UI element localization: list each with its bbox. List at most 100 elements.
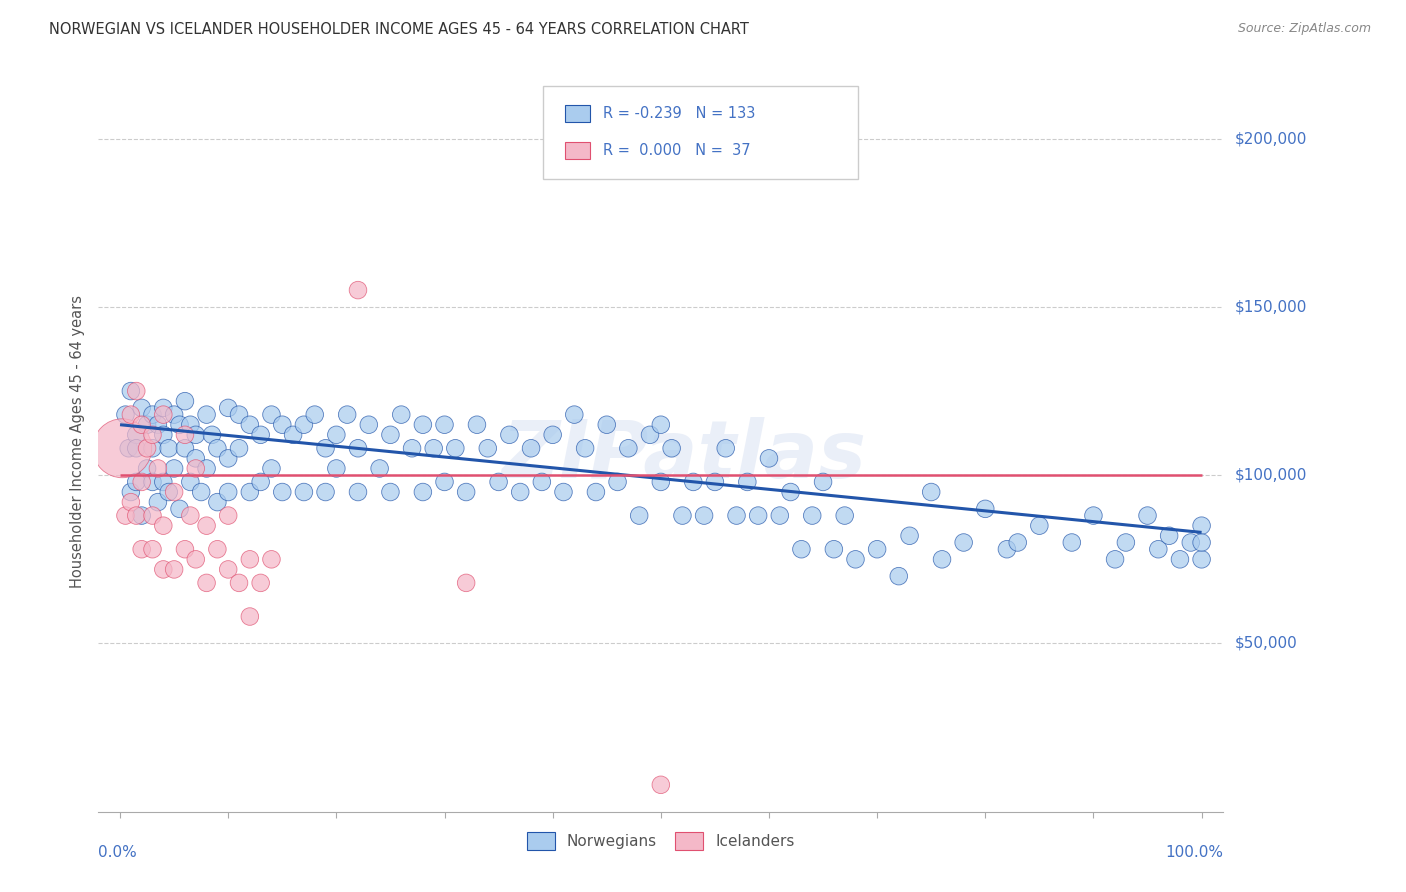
Text: 0.0%: 0.0% xyxy=(98,845,138,860)
Point xyxy=(574,442,596,456)
Point xyxy=(152,427,174,442)
Point xyxy=(228,575,250,590)
Point xyxy=(184,552,207,566)
Point xyxy=(747,508,769,523)
Point xyxy=(811,475,834,489)
Point xyxy=(239,609,262,624)
Point xyxy=(228,408,250,422)
Point xyxy=(650,778,672,792)
Point xyxy=(152,401,174,415)
Point xyxy=(456,575,478,590)
Point xyxy=(141,475,163,489)
Point xyxy=(412,485,434,500)
Point xyxy=(184,427,207,442)
Point xyxy=(456,485,478,500)
Point xyxy=(157,442,180,456)
Point xyxy=(693,508,716,523)
Point xyxy=(661,442,683,456)
Point xyxy=(118,442,141,456)
Point xyxy=(120,384,142,398)
Point xyxy=(477,442,499,456)
Point xyxy=(228,442,250,456)
Point xyxy=(401,442,423,456)
Point xyxy=(260,552,283,566)
Point xyxy=(703,475,725,489)
Point xyxy=(179,475,201,489)
Point xyxy=(1083,508,1105,523)
Text: R =  0.000   N =  37: R = 0.000 N = 37 xyxy=(603,143,751,158)
Point xyxy=(1191,552,1213,566)
Point xyxy=(380,427,402,442)
Point xyxy=(169,417,191,432)
Point xyxy=(834,508,856,523)
Point xyxy=(336,408,359,422)
Point xyxy=(638,427,661,442)
Point xyxy=(195,408,218,422)
Point xyxy=(1159,529,1181,543)
Point xyxy=(509,485,531,500)
Point xyxy=(169,501,191,516)
Text: R = -0.239   N = 133: R = -0.239 N = 133 xyxy=(603,106,756,121)
Point xyxy=(141,427,163,442)
Point xyxy=(190,485,212,500)
Point xyxy=(541,427,564,442)
Point xyxy=(520,442,543,456)
Text: 100.0%: 100.0% xyxy=(1166,845,1223,860)
Text: NORWEGIAN VS ICELANDER HOUSEHOLDER INCOME AGES 45 - 64 YEARS CORRELATION CHART: NORWEGIAN VS ICELANDER HOUSEHOLDER INCOM… xyxy=(49,22,749,37)
Point xyxy=(325,427,347,442)
Point xyxy=(412,417,434,432)
Point xyxy=(347,442,370,456)
Point xyxy=(146,495,169,509)
Point xyxy=(488,475,510,489)
Point xyxy=(207,442,229,456)
Point xyxy=(606,475,628,489)
Point xyxy=(650,417,672,432)
Point xyxy=(315,442,337,456)
Point xyxy=(596,417,619,432)
Point xyxy=(465,417,488,432)
Point xyxy=(120,495,142,509)
Point xyxy=(617,442,640,456)
Point xyxy=(585,485,607,500)
Point xyxy=(249,575,271,590)
Point xyxy=(260,408,283,422)
Point xyxy=(1180,535,1202,549)
Point xyxy=(1060,535,1083,549)
Point xyxy=(179,417,201,432)
Point xyxy=(1168,552,1191,566)
Point xyxy=(125,384,148,398)
Point xyxy=(974,501,997,516)
Point xyxy=(995,542,1018,557)
Point xyxy=(217,562,239,576)
Point xyxy=(628,508,651,523)
Point xyxy=(179,508,201,523)
Point xyxy=(389,408,412,422)
Legend: Norwegians, Icelanders: Norwegians, Icelanders xyxy=(522,826,800,856)
Text: Source: ZipAtlas.com: Source: ZipAtlas.com xyxy=(1237,22,1371,36)
Point xyxy=(195,575,218,590)
Point xyxy=(725,508,748,523)
Text: $150,000: $150,000 xyxy=(1234,300,1306,314)
Point xyxy=(952,535,974,549)
Point xyxy=(131,508,153,523)
Point xyxy=(114,508,136,523)
Point xyxy=(553,485,575,500)
Point xyxy=(887,569,910,583)
Point xyxy=(1007,535,1029,549)
Text: $50,000: $50,000 xyxy=(1234,636,1298,651)
Point xyxy=(271,417,294,432)
Point xyxy=(120,485,142,500)
Point xyxy=(217,485,239,500)
Point xyxy=(292,485,315,500)
Point xyxy=(271,485,294,500)
Point xyxy=(671,508,693,523)
Point xyxy=(141,442,163,456)
Point xyxy=(433,475,456,489)
Point xyxy=(292,417,315,432)
FancyBboxPatch shape xyxy=(565,105,591,121)
Y-axis label: Householder Income Ages 45 - 64 years: Householder Income Ages 45 - 64 years xyxy=(70,295,86,588)
Point xyxy=(125,427,148,442)
Point xyxy=(281,427,304,442)
Point xyxy=(844,552,866,566)
Point xyxy=(1191,535,1213,549)
